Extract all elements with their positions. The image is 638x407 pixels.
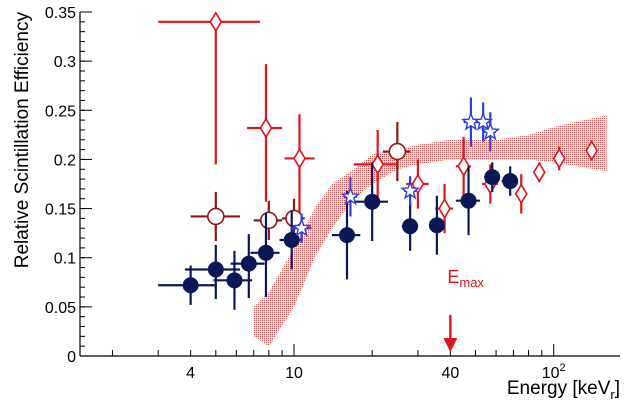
- data-point: [353, 129, 398, 204]
- marker-open-circle: [388, 142, 407, 161]
- data-point: [340, 177, 361, 217]
- marker-filled-circle: [226, 272, 243, 289]
- data-point: [184, 244, 241, 299]
- marker-filled-circle: [364, 193, 381, 210]
- x-tick-label: 4: [186, 365, 195, 382]
- marker-open-star: [480, 121, 501, 141]
- axes-layer: 00.050.10.150.20.250.30.354 10 40 102Energy…: [12, 5, 620, 402]
- marker-open-circle: [207, 207, 225, 226]
- theory-band-layer: [253, 115, 607, 347]
- data-point: [230, 234, 265, 299]
- y-tick-label: 0.15: [45, 202, 76, 219]
- marker-open-diamond: [552, 147, 566, 169]
- x-tick-label: 40: [441, 365, 459, 382]
- data-point: [282, 198, 305, 239]
- marker-filled-circle: [428, 217, 445, 234]
- y-tick-label: 0.3: [54, 54, 76, 71]
- marker-filled-circle: [484, 169, 501, 186]
- marker-open-diamond: [371, 153, 385, 175]
- marker-open-diamond: [514, 183, 528, 205]
- data-point: [401, 201, 419, 251]
- data-point: [514, 174, 528, 214]
- marker-open-star: [291, 217, 312, 237]
- data-point: [247, 64, 283, 202]
- x-tick-label: 10: [285, 365, 303, 382]
- data-point: [501, 166, 519, 196]
- data-point: [455, 166, 480, 236]
- y-tick-label: 0.25: [45, 103, 76, 120]
- marker-open-diamond: [438, 198, 452, 220]
- marker-open-diamond: [209, 11, 223, 33]
- data-point: [279, 210, 303, 270]
- y-tick-label: 0.35: [45, 5, 76, 22]
- data-point: [253, 200, 283, 241]
- data-point: [532, 161, 546, 183]
- data-point: [480, 112, 501, 152]
- marker-open-diamond: [457, 155, 471, 177]
- data-point: [290, 213, 312, 243]
- marker-filled-circle: [240, 255, 257, 272]
- data-point: [382, 122, 411, 182]
- data-point: [284, 114, 315, 213]
- data-point: [213, 250, 253, 310]
- data-point: [190, 191, 241, 242]
- y-tick-label: 0: [67, 349, 76, 366]
- data-point: [158, 11, 261, 165]
- marker-open-diamond: [532, 161, 546, 183]
- y-axis-title: Relative Scintillation Efficiency: [12, 12, 33, 269]
- marker-filled-circle: [338, 227, 355, 244]
- data-point: [484, 162, 501, 192]
- marker-filled-circle: [207, 261, 224, 278]
- marker-open-circle: [260, 211, 278, 230]
- data-point: [158, 265, 216, 305]
- data-point: [400, 176, 421, 206]
- data-point: [552, 146, 566, 171]
- marker-open-star: [400, 180, 421, 200]
- marker-filled-circle: [283, 232, 300, 249]
- marker-open-star: [340, 186, 361, 206]
- y-tick-label: 0.1: [54, 251, 76, 268]
- marker-filled-circle: [257, 244, 274, 261]
- series-filled-circle: [158, 162, 519, 310]
- theory-band: [253, 115, 607, 347]
- series-open-circle: [190, 122, 411, 242]
- data-point: [331, 190, 361, 280]
- annotation-layer: Emax: [443, 267, 484, 352]
- marker-open-diamond: [411, 173, 425, 195]
- marker-filled-circle: [460, 192, 477, 209]
- marker-filled-circle: [182, 277, 199, 294]
- y-tick-label: 0.05: [45, 300, 76, 317]
- marker-open-diamond: [259, 117, 273, 139]
- marker-filled-circle: [402, 218, 419, 235]
- x-axis-title: Energy [keVr]: [507, 378, 620, 402]
- data-point: [250, 213, 280, 298]
- series-open-diamond: [158, 11, 599, 234]
- marker-filled-circle: [502, 173, 519, 190]
- data-series-layer: [158, 11, 599, 310]
- data-point: [428, 195, 445, 255]
- data-point: [353, 162, 388, 242]
- series-open-star: [290, 97, 501, 243]
- emax-arrow-head: [443, 338, 458, 352]
- data-point: [585, 140, 599, 162]
- data-point: [460, 97, 481, 147]
- marker-open-diamond: [585, 140, 599, 162]
- emax-label: Emax: [447, 267, 484, 290]
- y-tick-label: 0.2: [54, 152, 76, 169]
- marker-open-diamond: [293, 147, 306, 169]
